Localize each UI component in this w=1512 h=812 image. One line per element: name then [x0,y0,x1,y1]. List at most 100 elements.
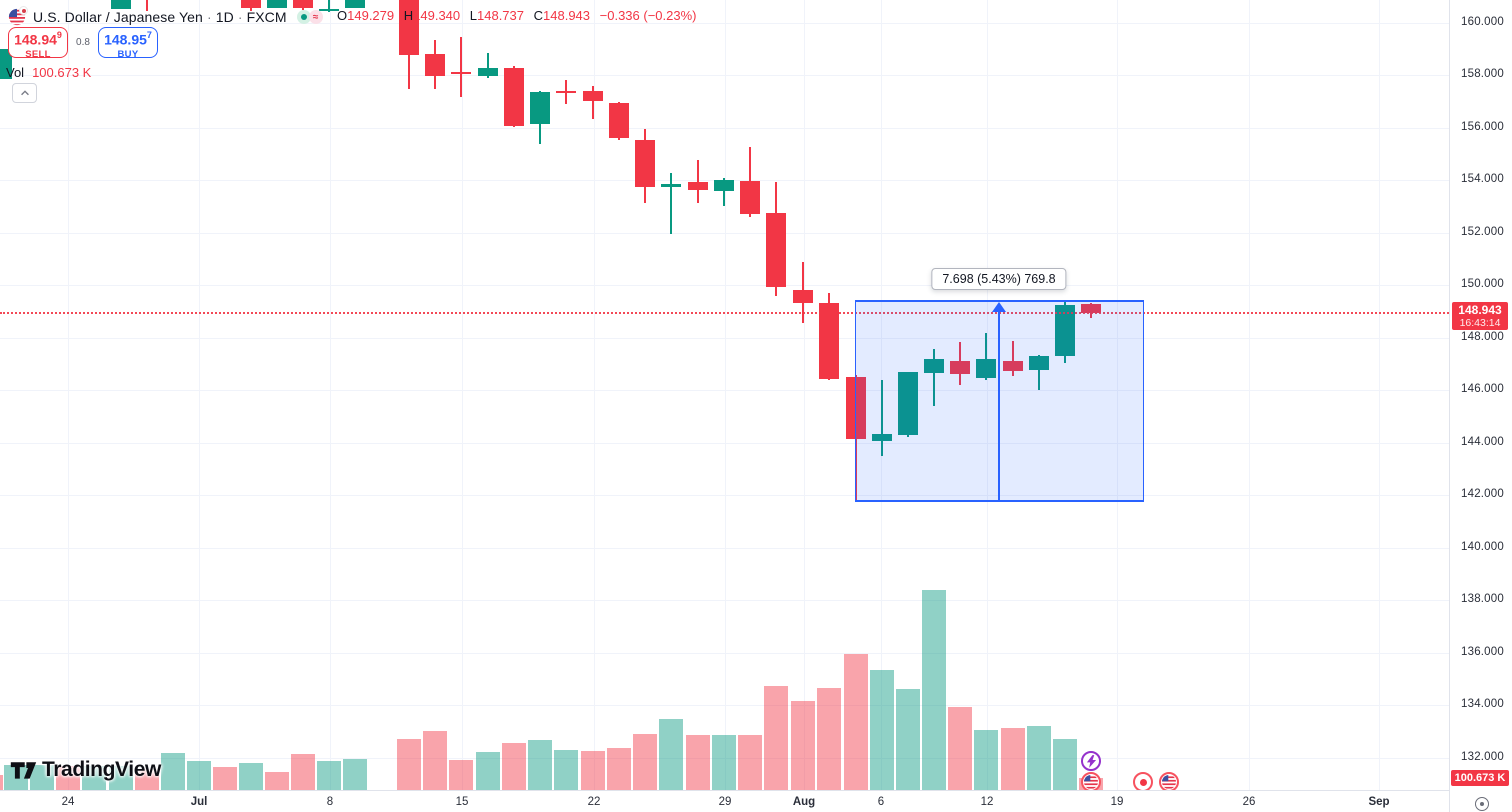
horizontal-gridline [0,75,1449,77]
us-economic-event-flag-icon[interactable] [1081,772,1101,792]
volume-bar [581,751,605,790]
candle-body [425,54,445,77]
candle-body [478,67,498,76]
candle-wick [1012,340,1014,377]
symbol-title[interactable]: U.S. Dollar / Japanese Yen · 1D · FXCM [33,9,287,25]
price-axis-label: 146.000 [1461,383,1504,396]
volume-value: 100.673 K [32,65,92,80]
candle-wick [592,86,594,119]
time-axis-label: 12 [980,796,994,808]
horizontal-gridline [0,600,1449,602]
chevron-up-icon [20,90,29,96]
candle-body [819,302,839,379]
volume-bar [948,707,972,790]
time-axis-label: 15 [455,796,469,808]
volume-bar [712,735,736,790]
price-axis-label: 152.000 [1461,225,1504,238]
volume-bar [844,654,868,790]
trade-panel: 148.949 SELL 0.8 148.957 BUY [8,27,158,60]
vertical-gridline [199,0,200,790]
price-axis[interactable]: 148.943 16:43:14 100.673 K 160.000 158.00… [1449,0,1512,812]
candle-wick [670,172,672,235]
approx-data-icon[interactable]: ≈ [308,10,323,24]
candle-body [0,49,12,80]
horizontal-gridline [0,442,1449,444]
candle-body [872,434,892,442]
price-axis-label: 156.000 [1461,120,1504,133]
candle-body [766,213,786,288]
spread-value: 0.8 [76,37,90,48]
price-axis-label: 140.000 [1461,540,1504,553]
candle-body [1003,361,1023,371]
volume-bar [633,734,657,790]
volume-bar [239,763,263,790]
price-axis-label: 150.000 [1461,278,1504,291]
volume-bar [56,766,80,790]
candle-wick [460,37,462,98]
candle-wick [487,52,489,78]
volume-bar [607,748,631,790]
volume-bar [817,688,841,790]
market-open-status-icon[interactable] [296,10,311,24]
volume-bar [317,761,341,790]
volume-bar [343,759,367,790]
change-value: −0.336 (−0.23%) [599,8,697,23]
candle-body [111,0,131,10]
horizontal-gridline [0,390,1449,392]
volume-bar [659,719,683,790]
horizontal-gridline [0,232,1449,234]
horizontal-gridline [0,652,1449,654]
sell-button[interactable]: 148.949 SELL [8,27,68,60]
candle-body [504,68,524,126]
legend-collapse-button[interactable] [12,83,37,103]
vertical-gridline [68,0,69,790]
volume-bar [922,590,946,790]
us-economic-event-flag-icon[interactable] [1159,772,1179,792]
vertical-gridline [804,0,805,790]
volume-bar [476,752,500,790]
candle-body [399,0,419,56]
horizontal-gridline [0,495,1449,497]
time-axis-label: Aug [792,796,816,808]
economic-event-dot-icon[interactable] [1133,772,1153,792]
measure-tooltip: 7.698 (5.43%) 769.8 [931,268,1067,291]
price-axis-label: 160.000 [1461,15,1504,28]
volume-bar [554,750,578,790]
candle-body [609,102,629,139]
time-axis-label: Sep [1368,796,1390,808]
volume-bar [502,743,526,790]
time-axis-label: 29 [718,796,732,808]
time-axis[interactable]: 24 Jul 8 15 22 29 Aug 6 12 19 26 Sep [0,790,1449,812]
candle-body [1029,355,1049,370]
volume-bar [791,701,815,790]
volume-bar [0,774,3,790]
candle-body [846,377,866,440]
horizontal-gridline [0,705,1449,707]
tradingview-logo[interactable]: TradingView [10,758,161,782]
axis-settings-icon[interactable] [1475,797,1489,811]
vertical-gridline [987,0,988,790]
candle-body [793,289,813,304]
candle-wick [697,159,699,204]
candle-body [976,359,996,379]
price-axis-label: 158.000 [1461,68,1504,81]
buy-button[interactable]: 148.957 BUY [98,27,158,60]
volume-bar [1027,726,1051,790]
horizontal-gridline [0,547,1449,549]
candle-body [635,140,655,188]
economic-event-bolt-icon[interactable] [1081,751,1101,771]
volume-bar [109,766,133,790]
volume-bar [1001,728,1025,790]
last-volume-tag: 100.673 K [1451,770,1509,786]
price-axis-label: 144.000 [1461,435,1504,448]
vertical-gridline [1379,0,1380,790]
price-axis-label: 132.000 [1461,750,1504,763]
jpy-flag-icon [19,6,28,15]
candle-wick [1038,354,1040,390]
volume-bar [686,735,710,790]
interval-label[interactable]: 1D [215,9,234,25]
volume-bar [265,772,289,790]
price-axis-label: 148.000 [1461,330,1504,343]
